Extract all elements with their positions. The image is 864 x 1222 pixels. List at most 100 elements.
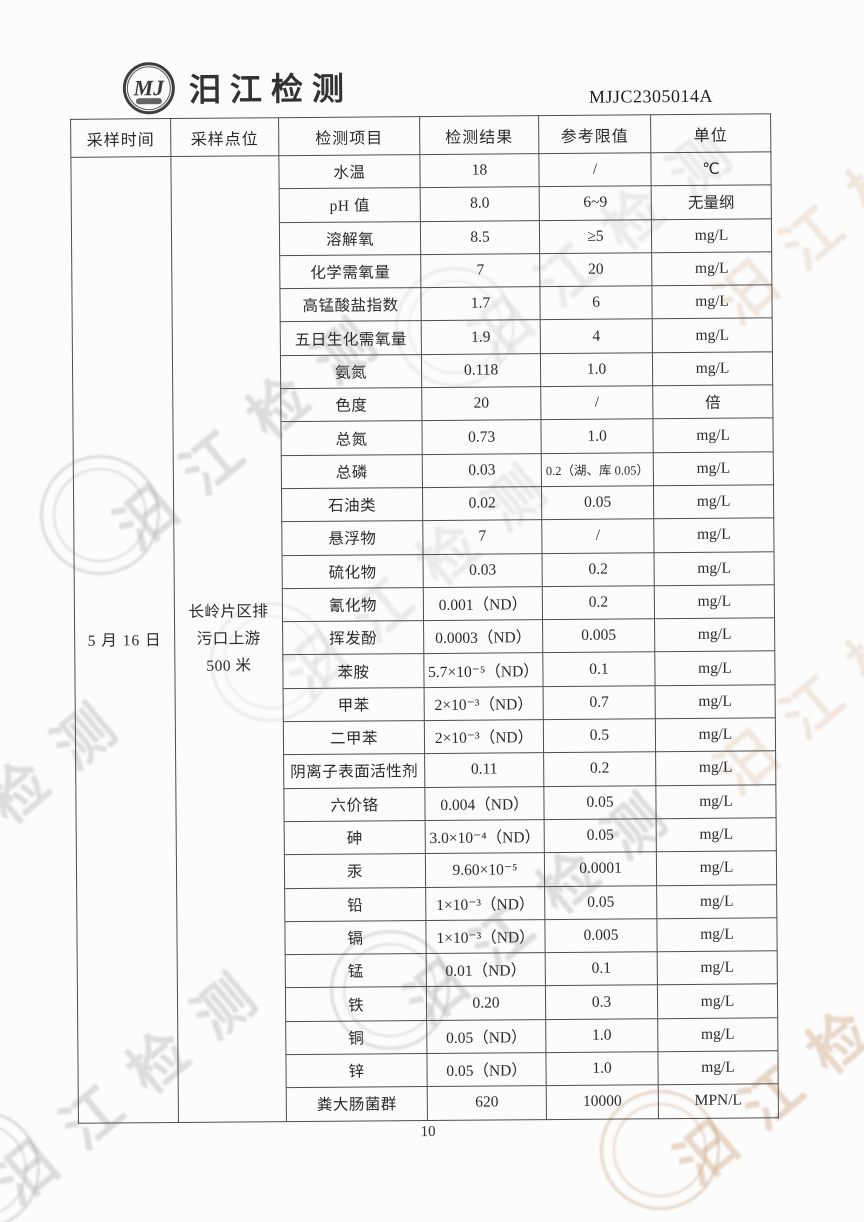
cell-result: 2×10⁻³（ND） — [424, 686, 544, 721]
column-header-unit: 单位 — [650, 113, 771, 153]
cell-limit: 0.2（湖、库 0.05） — [541, 452, 654, 487]
cell-item: 苯胺 — [282, 654, 425, 689]
cell-unit: mg/L — [657, 1050, 779, 1086]
cell-limit: 4 — [540, 319, 653, 354]
cell-item: 五日生化需氧量 — [280, 321, 422, 356]
cell-limit: 0.005 — [542, 618, 655, 654]
cell-item: 六价铬 — [283, 787, 426, 822]
cell-unit: mg/L — [654, 551, 775, 586]
cell-unit: mg/L — [657, 950, 778, 986]
cell-item: 总磷 — [281, 454, 423, 489]
cell-item: 铜 — [285, 1020, 427, 1055]
cell-limit: 1.0 — [540, 419, 654, 454]
company-logo-icon: MJ — [122, 62, 176, 115]
cell-limit: 0.7 — [543, 685, 656, 720]
cell-unit: mg/L — [655, 717, 776, 753]
cell-limit: ≥5 — [539, 219, 652, 254]
cell-result: 3.0×10⁻⁴（ND） — [425, 819, 545, 854]
cell-item: 悬浮物 — [281, 520, 424, 556]
cell-item: 水温 — [278, 154, 421, 189]
cell-limit: 0.05 — [543, 785, 657, 820]
cell-result: 8.0 — [420, 186, 540, 222]
cell-unit: mg/L — [653, 451, 774, 486]
cell-unit: mg/L — [656, 851, 777, 886]
cell-unit: mg/L — [655, 684, 776, 719]
cell-unit: mg/L — [652, 418, 774, 453]
cell-item: 镉 — [284, 920, 427, 955]
cell-unit: mg/L — [655, 784, 777, 819]
cell-result: 7 — [420, 253, 540, 288]
table-body: 5 月 16 日长岭片区排污口上游 500 米水温 18/℃ pH 值 8.0 6~9 无… — [70, 151, 779, 1123]
cell-item: 锰 — [285, 953, 427, 989]
cell-unit: mg/L — [654, 651, 776, 686]
cell-result: 0.004（ND） — [424, 786, 545, 821]
cell-result: 0.05（ND） — [426, 1052, 547, 1087]
cell-unit: MPN/L — [658, 1084, 779, 1119]
cell-result: 0.001（ND） — [423, 586, 543, 621]
cell-item: 总氮 — [280, 420, 423, 456]
table-header: 采样时间 采样点位 检测项目 检测结果 参考限值 单位 — [70, 113, 771, 158]
cell-result: 1.7 — [420, 286, 541, 322]
cell-result: 0.73 — [421, 420, 542, 455]
cell-result: 5.7×10⁻⁵（ND） — [423, 653, 544, 688]
cell-limit: 0.05 — [544, 885, 657, 920]
cell-item: 砷 — [284, 820, 426, 855]
cell-limit: 0.1 — [542, 652, 656, 687]
cell-result: 1.9 — [421, 320, 541, 355]
cell-limit: 0.05 — [541, 485, 654, 520]
doc-number: MJJC2305014A — [588, 85, 714, 107]
cell-unit: mg/L — [653, 484, 774, 520]
cell-limit: 0.0001 — [544, 851, 657, 887]
cell-unit: mg/L — [651, 251, 772, 286]
cell-limit: 1.0 — [540, 352, 653, 387]
cell-item: 石油类 — [281, 487, 423, 522]
sample-location-cell: 长岭片区排污口上游 500 米 — [170, 155, 287, 1123]
cell-result: 2×10⁻³（ND） — [424, 719, 544, 754]
cell-unit: 无量纲 — [651, 185, 772, 220]
cell-limit: 1.0 — [545, 1018, 658, 1053]
cell-item: 高锰酸盐指数 — [279, 287, 422, 323]
cell-result: 1×10⁻³（ND） — [425, 886, 545, 921]
cell-item: 色度 — [280, 387, 422, 423]
cell-limit: 0.2 — [543, 752, 656, 787]
cell-result: 20 — [421, 386, 541, 421]
column-header-reference-limit: 参考限值 — [538, 114, 651, 154]
cell-unit: mg/L — [651, 218, 772, 253]
cell-unit: mg/L — [657, 984, 778, 1019]
cell-limit: 0.005 — [544, 918, 658, 953]
cell-result: 8.5 — [420, 220, 540, 255]
cell-item: 化学需氧量 — [279, 254, 421, 289]
cell-result: 0.03 — [423, 553, 543, 588]
cell-result: 620 — [427, 1085, 547, 1121]
letterhead: MJ 汨江检测 — [122, 61, 353, 115]
cell-limit: 0.05 — [544, 818, 657, 853]
cell-result: 9.60×10⁻⁵ — [425, 852, 545, 888]
cell-item: 锌 — [285, 1053, 428, 1088]
cell-unit: mg/L — [656, 884, 777, 919]
cell-unit: mg/L — [656, 817, 777, 852]
cell-item: 甲苯 — [283, 687, 425, 722]
cell-limit: 6~9 — [539, 186, 652, 221]
report-table: 采样时间 采样点位 检测项目 检测结果 参考限值 单位 5 月 16 日长岭片区… — [70, 113, 779, 1123]
cell-result: 7 — [422, 519, 543, 555]
cell-limit: 0.3 — [545, 985, 658, 1020]
sample-time-cell: 5 月 16 日 — [70, 156, 179, 1123]
cell-limit: / — [538, 152, 652, 187]
cell-result: 0.02 — [422, 486, 542, 521]
cell-result: 0.01（ND） — [426, 952, 546, 987]
cell-unit: mg/L — [652, 318, 773, 353]
cell-unit: mg/L — [651, 285, 773, 320]
cell-item: 铁 — [285, 986, 427, 1022]
cell-result: 0.0003（ND） — [423, 619, 543, 655]
cell-result: 1×10⁻³（ND） — [425, 919, 546, 954]
cell-limit: 6 — [539, 285, 653, 321]
cell-item: 溶解氧 — [279, 221, 421, 256]
cell-unit: mg/L — [654, 617, 775, 653]
cell-result: 0.118 — [421, 353, 541, 388]
cell-result: 0.11 — [424, 752, 544, 788]
cell-limit: 10000 — [546, 1085, 659, 1120]
cell-item: 硫化物 — [282, 554, 424, 589]
cell-limit: 0.2 — [542, 585, 655, 620]
cell-unit: mg/L — [653, 518, 775, 553]
